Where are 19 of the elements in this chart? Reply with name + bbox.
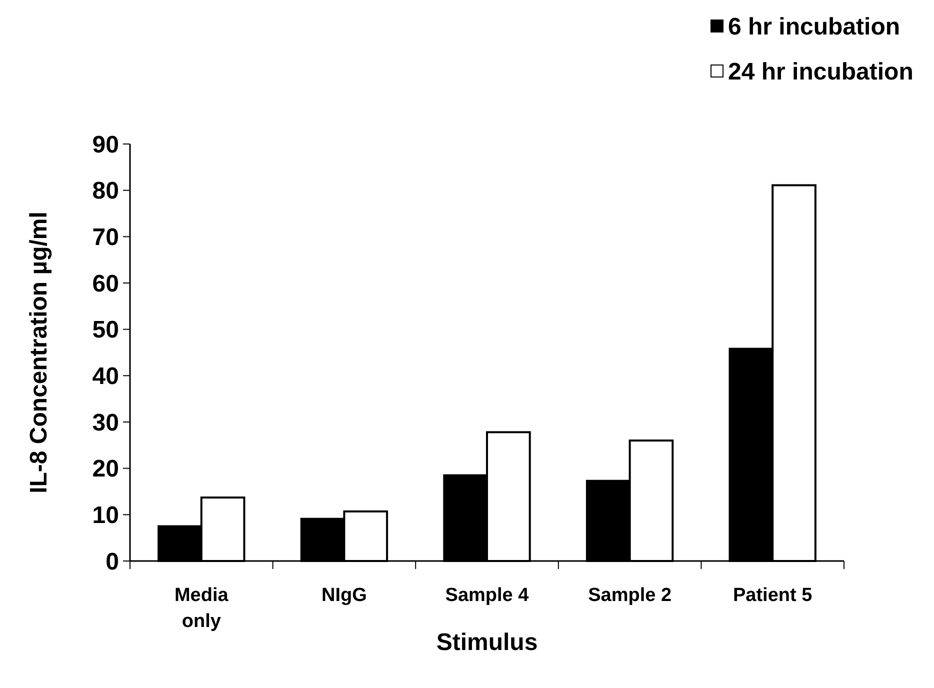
y-tick-label: 60 bbox=[92, 270, 119, 298]
x-tick-label: Sample 4 bbox=[445, 585, 530, 606]
x-tick-label: Patient 5 bbox=[733, 585, 813, 606]
legend-label: 24 hr incubation bbox=[728, 58, 914, 86]
y-tick-label: 20 bbox=[92, 456, 119, 483]
y-tick-label: 10 bbox=[92, 502, 119, 530]
y-tick-label: 0 bbox=[106, 548, 119, 576]
x-axis-title: Stimulus bbox=[436, 629, 538, 656]
y-tick-label: 50 bbox=[92, 316, 119, 344]
x-tick-label: NIgG bbox=[322, 585, 367, 606]
y-tick-label: 80 bbox=[92, 178, 119, 205]
y-tick-label: 30 bbox=[92, 409, 119, 436]
x-tick-label: Sample 2 bbox=[588, 585, 672, 606]
x-tick-label: Media only bbox=[174, 585, 229, 632]
y-tick-label: 40 bbox=[92, 363, 119, 390]
y-axis-title: IL-8 Concentration µg/ml bbox=[25, 212, 52, 494]
y-tick-label: 90 bbox=[92, 131, 119, 158]
legend-label: 6 hr incubation bbox=[728, 13, 900, 40]
y-tick-label: 70 bbox=[92, 224, 119, 252]
